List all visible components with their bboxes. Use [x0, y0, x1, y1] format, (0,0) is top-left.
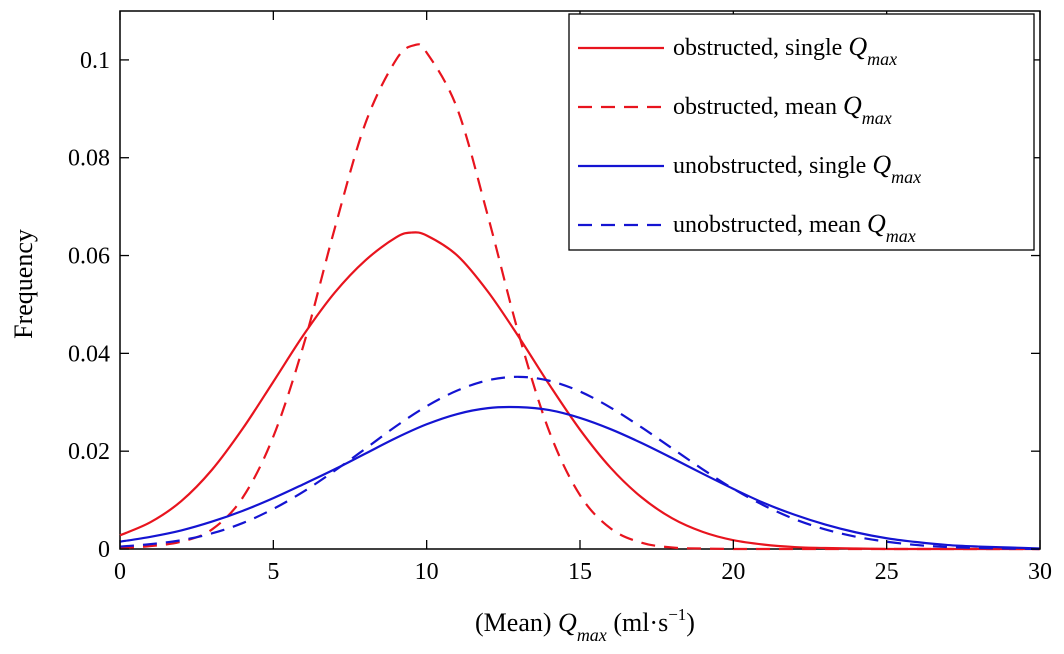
y-tick-label: 0.08: [68, 146, 110, 172]
series-line-2: [119, 43, 1040, 551]
x-axis-label-sub: max: [577, 625, 607, 645]
x-axis-label-close: ): [686, 608, 695, 637]
x-axis-label-prefix: (Mean): [475, 608, 558, 637]
legend-label-4: unobstructed, mean Qmax: [673, 209, 916, 246]
x-tick-label: 15: [568, 559, 592, 585]
legend: obstructed, single Qmax obstructed, mean …: [568, 13, 1035, 251]
legend-box: [568, 13, 1035, 251]
y-tick-label: 0.04: [68, 341, 110, 367]
x-tick-label: 10: [415, 559, 439, 585]
ticks-layer: 0 5 10 15 20 25 30 0 0.02 0.04 0.06 0.08 0.1: [68, 11, 1052, 585]
x-tick-label: 25: [875, 559, 899, 585]
y-tick-label: 0.02: [68, 439, 110, 465]
x-axis-label-sup: −1: [668, 605, 686, 624]
y-tick-label: 0: [98, 537, 110, 563]
x-axis-label-units: (ml·s: [607, 608, 668, 637]
x-tick-label: 0: [114, 559, 126, 585]
x-tick-label: 5: [267, 559, 279, 585]
x-tick-label: 30: [1028, 559, 1052, 585]
x-tick-label: 20: [721, 559, 745, 585]
x-axis-label: (Mean) Qmax (ml·s−1): [475, 605, 695, 645]
y-tick-label: 0.1: [80, 48, 110, 74]
series-layer: [119, 43, 1041, 551]
legend-label-1: obstructed, single Qmax: [673, 32, 897, 69]
legend-label-2: obstructed, mean Qmax: [673, 91, 892, 128]
y-tick-label: 0.06: [68, 244, 110, 270]
legend-label-3: unobstructed, single Qmax: [673, 150, 921, 187]
series-line-3: [119, 405, 1041, 550]
y-axis-label: Frequency: [9, 229, 38, 339]
x-axis-label-var: Q: [558, 608, 577, 637]
